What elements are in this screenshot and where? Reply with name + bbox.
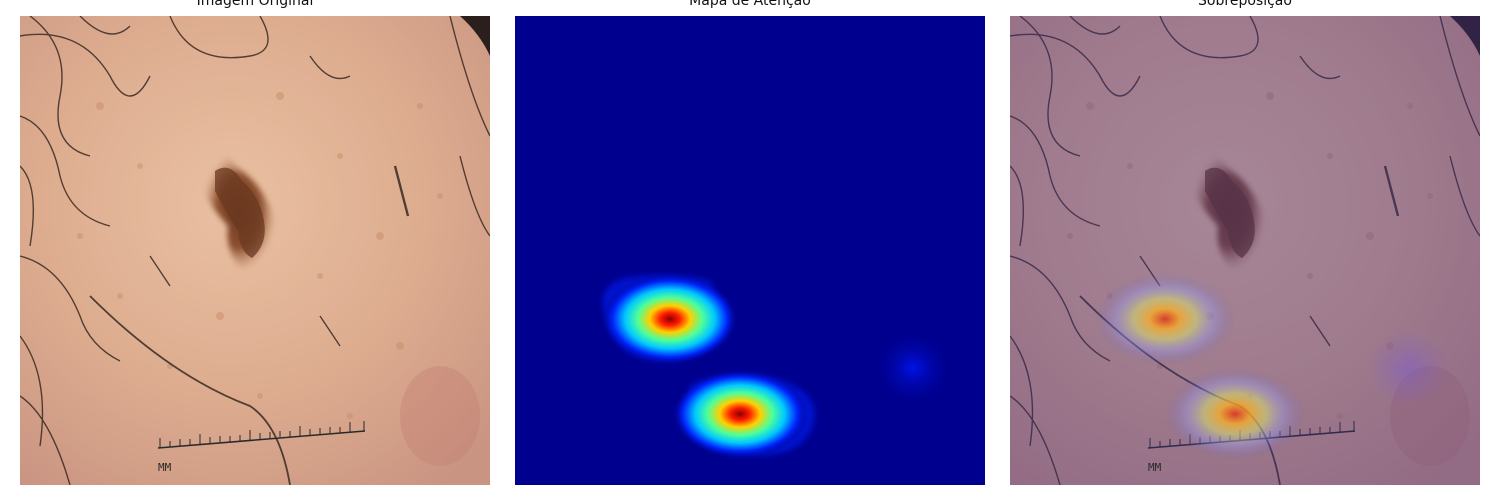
attention-map-canvas <box>515 16 985 485</box>
overlay-image-canvas: MM <box>1010 16 1480 485</box>
overlay-image: MM <box>1010 16 1480 485</box>
panel-title-attention-map: Mapa de Atenção <box>689 0 811 9</box>
original-image-canvas: MM <box>20 16 490 485</box>
attention-blob-upper <box>602 274 738 364</box>
original-image: MM <box>20 16 490 485</box>
panel-title-overlay: Sobreposição <box>1198 0 1292 9</box>
overlay-hotspot-upper <box>1095 273 1235 365</box>
overlay-hotspot-lower <box>1165 368 1305 460</box>
ruler-label: MM <box>158 461 172 474</box>
attention-faint-spot <box>873 330 953 406</box>
panel-title-original: Imagem Original <box>196 0 314 9</box>
attention-map <box>515 16 985 485</box>
attention-blob-lower <box>672 370 815 458</box>
ruler-label-overlay: MM <box>1148 461 1162 474</box>
overlay-faint-spot <box>1368 330 1448 406</box>
